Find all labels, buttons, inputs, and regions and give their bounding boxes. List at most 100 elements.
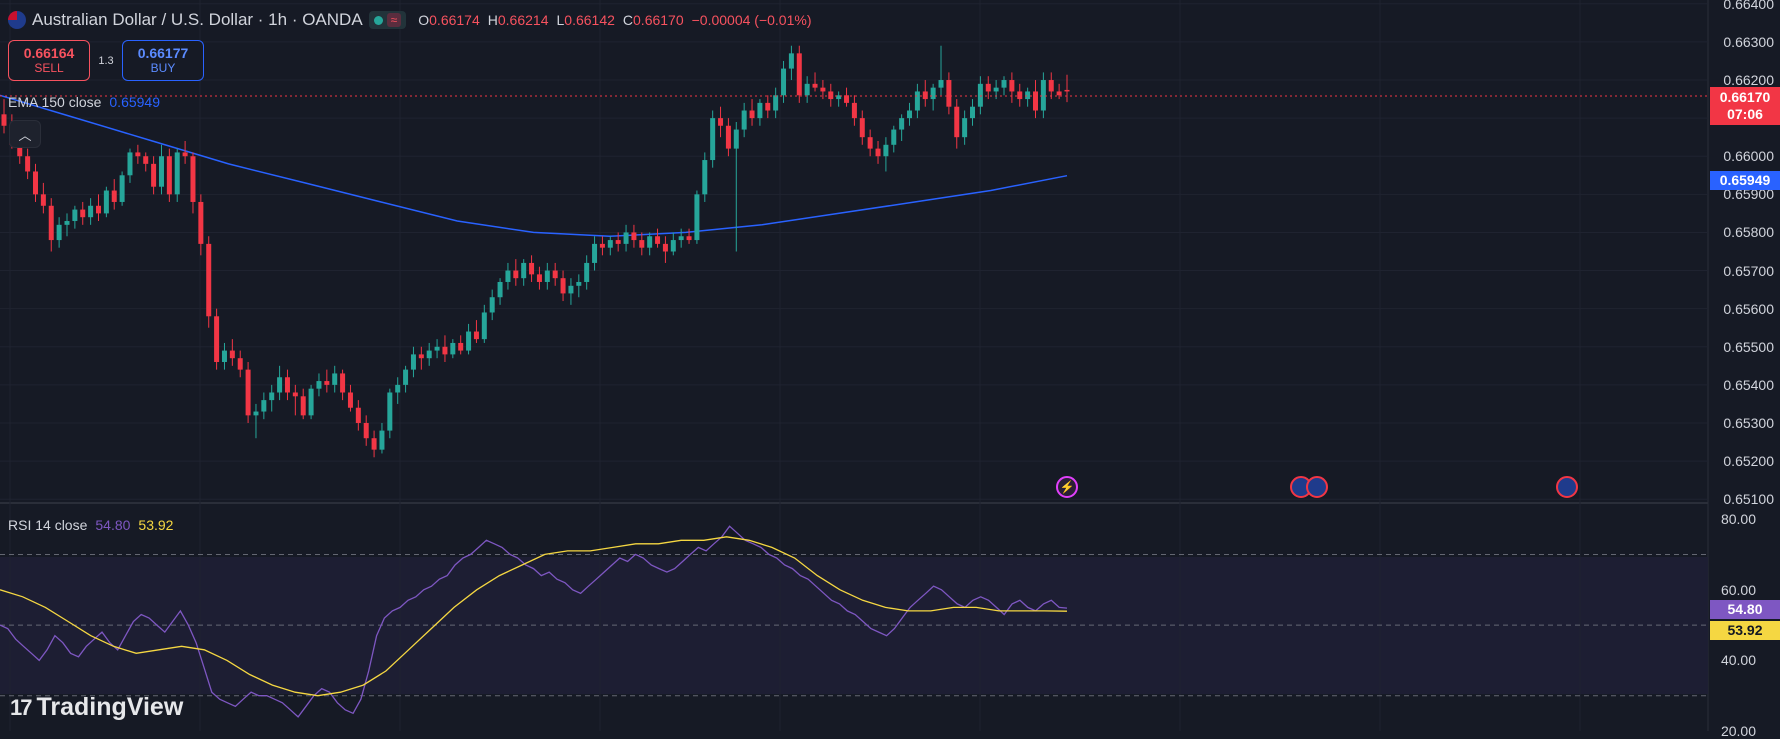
market-open-dot-icon [373,15,383,25]
candle-body [489,297,495,313]
candle-body [103,190,109,214]
candle-body [757,102,763,119]
rsi-ma-tag: 53.92 [1710,621,1780,640]
candle-body [143,156,149,164]
candle-body [72,209,78,222]
last-price-tag: 0.66170 07:06 [1710,87,1780,125]
candle-body [88,205,94,218]
candle-body [670,240,676,252]
candle-body [371,438,377,450]
candle-body [686,236,692,241]
symbol-title[interactable]: Australian Dollar / U.S. Dollar · 1h · O… [32,10,363,29]
candle-body [883,144,889,157]
candles-layer [1,45,1070,458]
sell-button[interactable]: 0.66164 SELL [8,40,90,81]
candle-body [914,91,920,111]
candle-body [1001,80,1007,88]
candle-body [568,285,574,294]
candle-body [316,381,322,389]
candle-body [623,232,629,244]
candle-body [214,316,220,363]
rsi-tick-label: 60.00 [1720,581,1756,598]
candle-body [631,232,637,241]
candle-body [95,205,101,214]
candle-body [773,95,779,111]
candle-body [977,83,983,107]
candle-body [954,106,960,138]
candle-body [922,91,928,100]
candle-body [25,156,31,172]
candle-body [190,156,196,202]
ohlc-high-value: 0.66214 [497,12,549,28]
candle-body [245,369,251,416]
ema-price-tag: 0.65949 [1710,171,1780,190]
rsi-label: RSI 14 close [8,517,88,533]
rsi-legend[interactable]: RSI 14 close 54.80 53.92 [8,517,173,533]
ema-value: 0.65949 [109,94,160,110]
candle-body [710,118,716,161]
candle-body [1025,91,1031,100]
candle-body [64,221,70,225]
candle-body [284,377,290,393]
candle-body [615,240,621,244]
candle-body [1064,89,1070,92]
candle-body [718,118,724,126]
candle-body [80,209,86,218]
ohlc-change: −0.00004 (−0.01%) [691,12,812,28]
candle-body [836,95,842,100]
candle-body [40,194,46,206]
candle-body [552,270,558,279]
candle-body [229,350,235,359]
candle-body [804,83,810,96]
candle-body [859,118,865,138]
candle-body [363,422,369,439]
price-tick-label: 0.65900 [1723,186,1774,203]
candle-body [387,392,393,431]
spread-value: 1.3 [98,54,114,67]
buy-button[interactable]: 0.66177 BUY [122,40,204,81]
candle-body [867,137,873,149]
candle-body [158,156,164,187]
candle-body [1017,91,1023,100]
candle-body [985,83,991,92]
lightning-event-icon[interactable]: ⚡ [1056,476,1078,498]
candle-body [1040,80,1046,111]
candle-body [261,400,267,412]
candle-body [135,152,141,157]
au-flag-event-icon[interactable] [1556,476,1578,498]
candle-body [639,240,645,248]
market-status[interactable]: ≈ [368,11,407,29]
ema-legend[interactable]: EMA 150 close 0.65949 [8,94,160,110]
candle-body [269,392,275,401]
candle-body [844,95,850,103]
rsi-ma-value: 53.92 [138,517,174,533]
candle-body [206,243,212,317]
candle-body [292,392,298,397]
candle-body [828,91,834,100]
tradingview-logo[interactable]: 17 TradingView [10,693,183,722]
candle-body [788,53,794,69]
candle-body [521,262,527,279]
candle-body [473,331,479,340]
candle-body [300,396,306,416]
symbol-header: Australian Dollar / U.S. Dollar · 1h · O… [8,6,812,34]
candle-body [544,270,550,282]
us-flag-event-icon-2[interactable] [1306,476,1328,498]
wave-icon: ≈ [386,13,402,27]
candle-body [796,53,802,96]
candle-body [253,411,259,416]
candle-body [529,262,535,275]
candle-body [899,118,905,130]
candle-body [655,236,661,244]
candle-body [662,243,668,252]
collapse-legend-button[interactable]: ︿ [9,120,41,148]
candle-body [166,156,172,195]
candle-body [741,110,747,130]
price-tick-label: 0.66400 [1723,0,1774,12]
candle-body [395,384,401,393]
candle-body [765,102,771,111]
candle-body [1056,91,1062,96]
candle-body [277,377,283,393]
